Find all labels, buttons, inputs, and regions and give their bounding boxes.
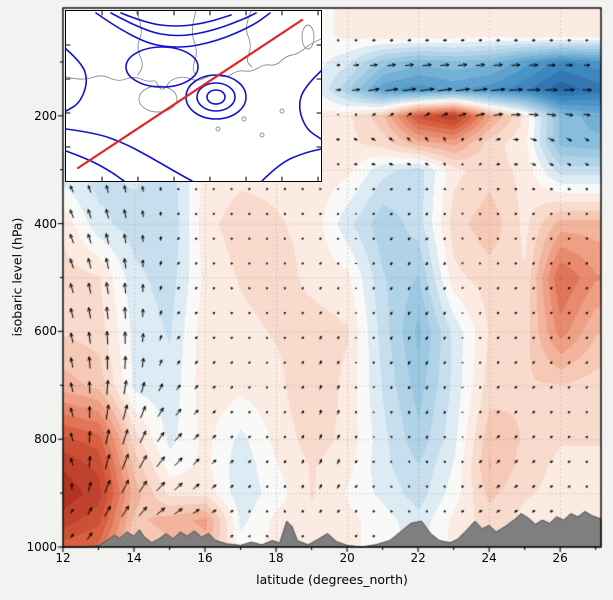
- inset-island: [241, 116, 247, 122]
- inset-map: [65, 10, 322, 182]
- transect-line: [76, 18, 304, 170]
- inset-contour: [185, 74, 247, 120]
- inset-contour: [125, 46, 199, 88]
- inset-map-svg: [66, 11, 321, 181]
- inset-contour: [66, 128, 193, 181]
- inset-island: [301, 24, 315, 50]
- inset-island: [215, 126, 221, 132]
- inset-island: [279, 108, 285, 114]
- inset-contour: [95, 12, 271, 48]
- inset-contour: [66, 150, 125, 181]
- inset-contour: [196, 82, 236, 112]
- inset-contour: [261, 148, 321, 181]
- inset-contour: [298, 70, 321, 140]
- inset-island: [138, 85, 178, 113]
- inset-contour: [66, 48, 88, 112]
- inset-contour: [120, 12, 232, 27]
- inset-island: [259, 132, 265, 138]
- inset-coastline: [191, 11, 197, 76]
- inset-contour: [110, 12, 257, 37]
- inset-coastline: [246, 11, 253, 68]
- inset-contour: [206, 89, 226, 105]
